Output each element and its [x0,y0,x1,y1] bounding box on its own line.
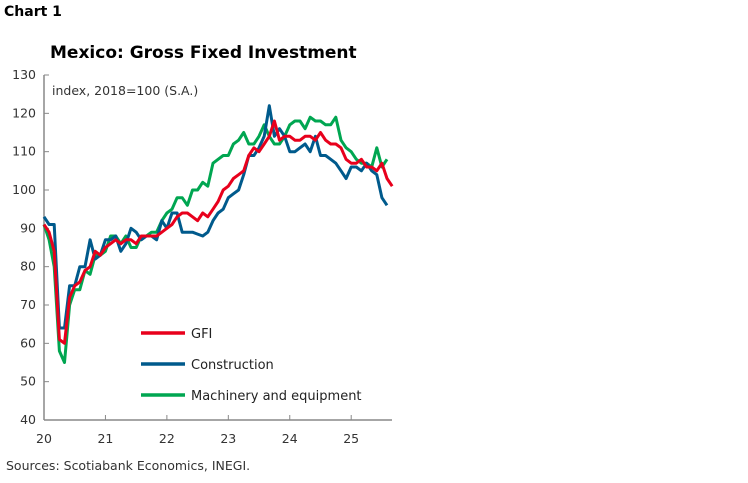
y-tick-label: 90 [20,220,36,235]
y-tick-label: 40 [20,412,36,427]
legend-label: GFI [191,327,212,342]
y-tick-label: 130 [12,67,36,82]
chart-number: Chart 1 [4,4,62,20]
y-tick-label: 100 [12,182,36,197]
chart-title: Mexico: Gross Fixed Investment [50,43,357,63]
x-tick-label: 22 [159,431,175,446]
x-tick-label: 25 [343,431,359,446]
y-tick-label: 120 [12,105,36,120]
x-tick-label: 24 [282,431,298,446]
legend-label: Construction [191,358,274,373]
legend-label: Machinery and equipment [191,389,362,404]
y-tick-label: 50 [20,374,36,389]
y-tick-label: 70 [20,297,36,312]
series-line-construction [42,104,389,330]
y-tick-label: 110 [12,144,36,159]
series-line-machinery-and-equipment [42,115,389,364]
x-tick-label: 23 [220,431,236,446]
x-tick-label: 20 [36,431,52,446]
series-line-gfi [42,119,394,345]
y-tick-label: 80 [20,259,36,274]
sources-note: Sources: Scotiabank Economics, INEGI. [6,458,251,473]
y-tick-label: 60 [20,335,36,350]
chart-subtitle: index, 2018=100 (S.A.) [52,83,198,98]
x-tick-label: 21 [97,431,113,446]
